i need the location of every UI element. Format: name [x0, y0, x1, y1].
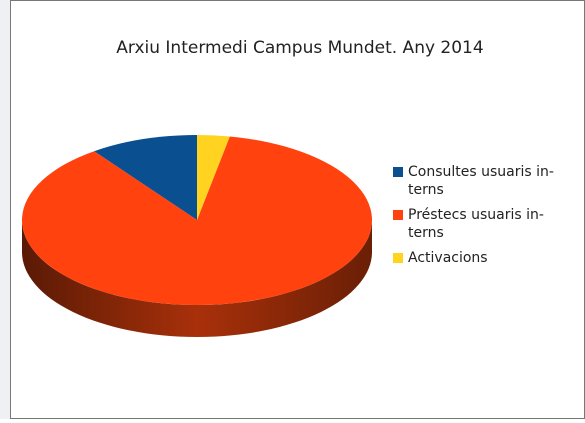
chart-title: Arxiu Intermedi Campus Mundet. Any 2014 — [116, 38, 483, 58]
legend-label: Activacions — [408, 250, 488, 266]
legend-swatch — [393, 253, 403, 263]
pie-side — [22, 220, 372, 337]
legend-label: terns — [408, 225, 444, 241]
pie-slice — [22, 136, 373, 305]
legend-label: Consultes usuaris in- — [408, 164, 554, 180]
legend-label: terns — [408, 182, 444, 198]
sheet-edge — [0, 0, 10, 419]
pie-slice — [94, 135, 197, 220]
legend-swatch — [393, 167, 403, 177]
legend-label: Préstecs usuaris in- — [408, 207, 544, 223]
pie-slice — [197, 135, 230, 220]
legend-swatch — [393, 210, 403, 220]
